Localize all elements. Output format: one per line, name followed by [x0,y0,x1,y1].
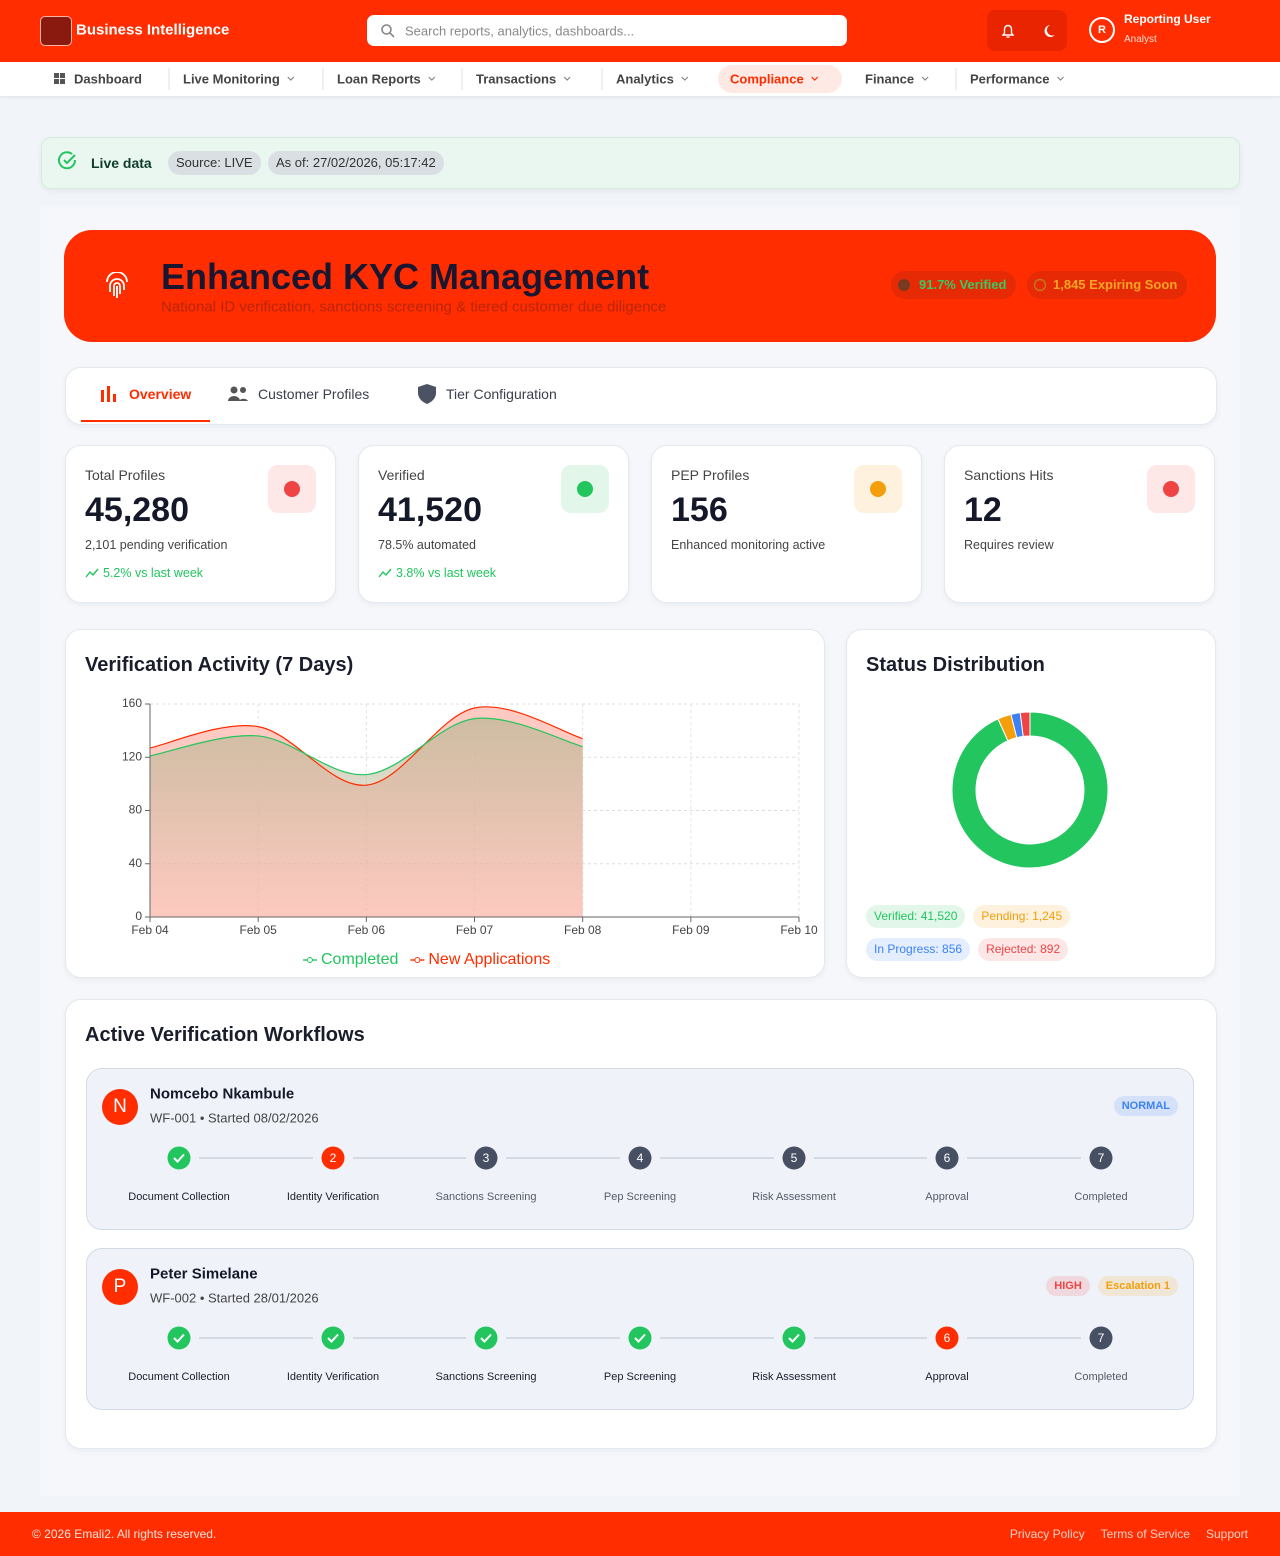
footer-link[interactable]: Terms of Service [1100,1527,1190,1541]
brand: Business Intelligence [76,21,230,39]
stat-card [944,445,1215,603]
status-label: Live data [91,155,152,171]
stat-note: Requires review [964,537,1054,552]
nav-item[interactable]: Analytics [616,71,674,87]
user-avatar[interactable]: R [1089,17,1115,43]
search-icon [381,24,395,38]
header-icons [1001,24,1055,38]
nav-item[interactable]: Finance [865,71,915,87]
stat-label: Verified [378,467,425,483]
footer-link[interactable]: Privacy Policy [1009,1527,1085,1541]
stat-value: 12 [964,491,1002,529]
stat-trend: 5.2% vs last week [103,565,204,580]
tab[interactable]: Overview [129,386,192,402]
workflow-name: Nomcebo Nkambule [150,1085,295,1103]
stat-value: 156 [671,491,728,529]
workflows-title: Active Verification Workflows [85,1024,365,1046]
priority-badge: NORMAL [1113,1096,1178,1116]
stat-card [651,445,922,603]
hero-title: Enhanced KYC Management [161,256,650,297]
tab[interactable]: Tier Configuration [446,386,557,402]
legend-chip: Pending: 1,245 [973,905,1071,928]
footer-link[interactable]: Support [1205,1527,1248,1541]
tab[interactable]: Customer Profiles [258,386,370,402]
chart-title: Status Distribution [866,654,1045,676]
stat-value: 41,520 [378,491,482,529]
fingerprint-icon [106,272,128,298]
nav-item[interactable]: Transactions [476,71,557,87]
footer-bar [0,1512,1280,1556]
stat-note: Enhanced monitoring active [671,537,826,552]
hero-badge: 1,845 Expiring Soon [1027,271,1188,299]
nav-bar [0,62,1280,96]
hero [64,230,1216,342]
nav-active-pill [718,65,842,93]
stat-card [65,445,336,603]
priority-badge: HIGH [1046,1276,1090,1296]
workflow-avatar: P [102,1269,138,1305]
line-chart-card [65,629,825,978]
search-placeholder: Search reports, analytics, dashboards... [405,23,635,39]
stat-label: Sanctions Hits [964,467,1054,483]
status-as-of: As of: 27/02/2026, 05:17:42 [268,151,444,175]
workflow-avatar: N [102,1089,138,1125]
tabs-card [65,367,1217,425]
stat-value: 45,280 [85,491,189,529]
icon-group[interactable] [987,10,1067,51]
stat-note: 78.5% automated [378,537,476,552]
user-name: Reporting User [1124,12,1211,26]
tab-underline [81,420,210,422]
chart-title: Verification Activity (7 Days) [85,654,354,676]
workflow-meta: WF-001 • Started 08/02/2026 [150,1110,319,1126]
logo [40,16,72,46]
nav-item[interactable]: Compliance [730,71,804,87]
nav-item[interactable]: Performance [970,71,1050,87]
search-box[interactable] [367,15,847,46]
nav-item[interactable]: Loan Reports [337,71,421,87]
priority-badge: Escalation 1 [1097,1276,1178,1296]
stat-label: Total Profiles [85,467,166,483]
stat-trend: 3.8% vs last week [396,565,497,580]
legend-chip: In Progress: 856 [866,938,971,961]
stat-card [358,445,629,603]
stat-note: 2,101 pending verification [85,537,228,552]
status-icon [58,151,77,170]
legend-chip: Rejected: 892 [978,938,1069,961]
status-source: Source: LIVE [168,151,261,175]
hero-subtitle: National ID verification, sanctions scre… [161,298,667,316]
workflow-meta: WF-002 • Started 28/01/2026 [150,1290,319,1306]
workflow-name: Peter Simelane [150,1265,258,1283]
stat-label: PEP Profiles [671,467,750,483]
nav-item[interactable]: Live Monitoring [183,71,280,87]
hero-badge: 91.7% Verified [891,271,1017,299]
legend-chip: Verified: 41,520 [866,905,966,928]
nav-item[interactable]: Dashboard [74,71,142,87]
user-role: Analyst [1124,34,1157,45]
footer-copyright: © 2026 Emali2. All rights reserved. [32,1527,217,1541]
